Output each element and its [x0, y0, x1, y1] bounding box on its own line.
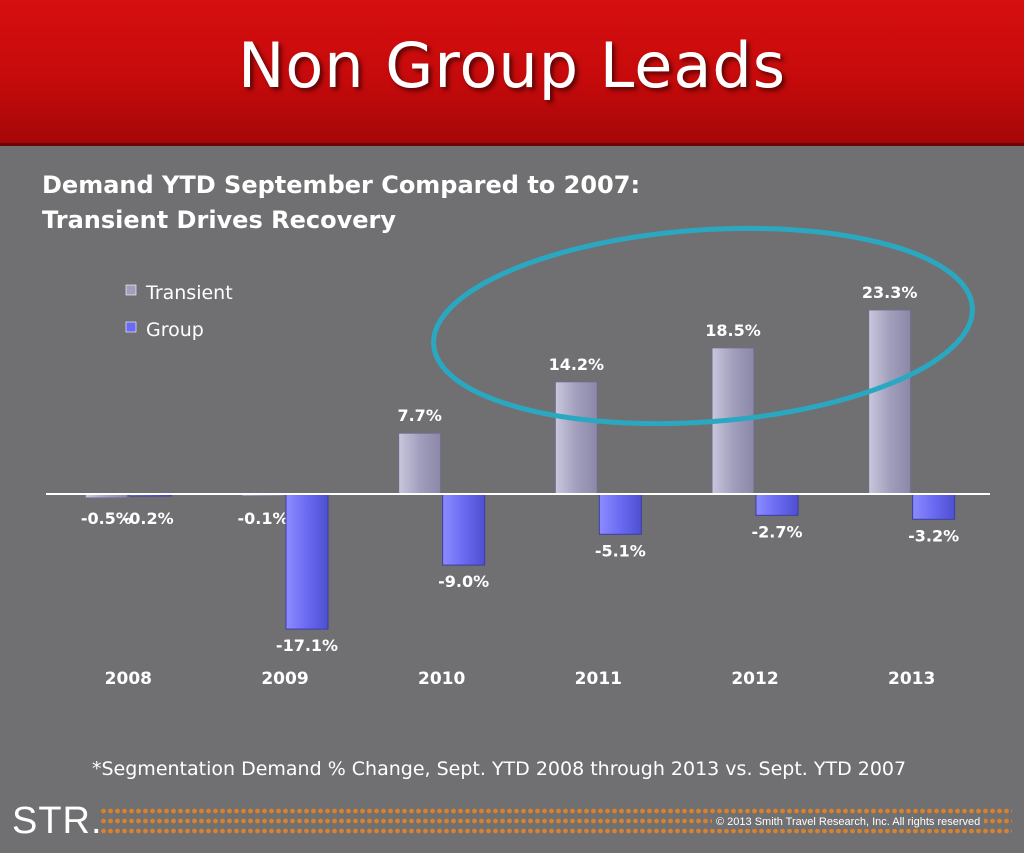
x-tick-label-2010: 2010: [418, 669, 465, 689]
data-label-transient-2013: 23.3%: [862, 283, 918, 302]
bar-group-2013: [912, 493, 956, 520]
data-label-transient-2012: 18.5%: [705, 321, 761, 340]
data-label-transient-2011: 14.2%: [549, 355, 605, 374]
slide-header: Non Group Leads: [0, 0, 1024, 146]
chart-title: Demand YTD September Compared to 2007:: [42, 171, 641, 199]
x-tick-label-2012: 2012: [731, 669, 778, 689]
data-label-transient-2010: 7.7%: [397, 406, 441, 425]
bar-group-2011: [598, 493, 642, 535]
data-label-group-2012: -2.7%: [751, 522, 802, 541]
bar-transient-2011: [554, 381, 598, 495]
legend-label-group: Group: [146, 319, 204, 341]
x-tick-label-2008: 2008: [105, 669, 152, 689]
chart-title-block: Demand YTD September Compared to 2007: T…: [42, 168, 742, 238]
bar-group-2009: [285, 493, 329, 630]
bar-group-2012: [755, 493, 799, 516]
legend-swatch-group: [125, 321, 137, 333]
data-label-group-2011: -5.1%: [595, 541, 646, 560]
slide-title: Non Group Leads: [237, 29, 787, 102]
data-label-group-2009: -17.1%: [276, 636, 338, 655]
bar-transient-2010: [398, 432, 442, 495]
str-logo: STR.: [12, 800, 103, 842]
data-label-group-2010: -9.0%: [438, 572, 489, 591]
legend-label-transient: Transient: [145, 282, 233, 304]
data-label-group-2008: -0.2%: [123, 509, 174, 528]
data-label-transient-2009: -0.1%: [237, 509, 288, 528]
data-label-transient-2008: -0.5%: [81, 509, 132, 528]
bar-group-2010: [442, 493, 486, 566]
x-tick-label-2011: 2011: [575, 669, 622, 689]
x-tick-label-2009: 2009: [261, 669, 308, 689]
bar-transient-2013: [868, 309, 912, 495]
footnote: *Segmentation Demand % Change, Sept. YTD…: [92, 758, 907, 780]
x-tick-label-2013: 2013: [888, 669, 935, 689]
chart-subtitle: Transient Drives Recovery: [42, 206, 396, 234]
legend-swatch-transient: [125, 284, 137, 296]
copyright-text: © 2013 Smith Travel Research, Inc. All r…: [712, 815, 985, 829]
highlight-ellipse: [431, 225, 975, 427]
data-label-group-2013: -3.2%: [908, 526, 959, 545]
